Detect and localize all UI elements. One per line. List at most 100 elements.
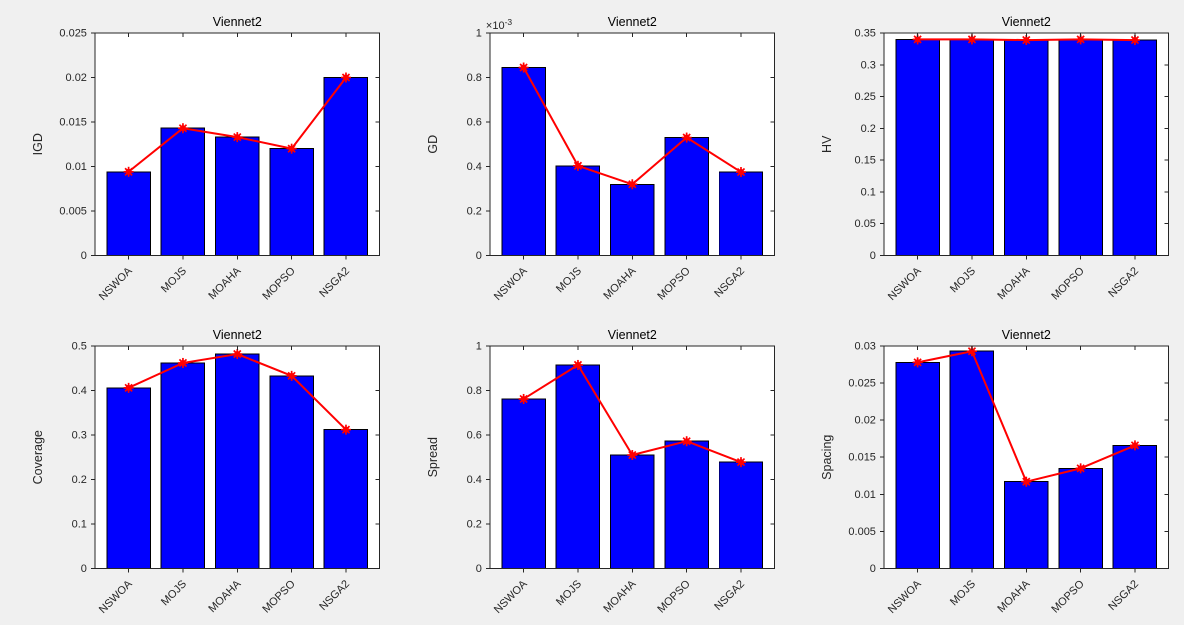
x-tick-label: MOAHA — [601, 577, 638, 615]
y-tick-label: 0 — [475, 562, 481, 574]
y-tick-label: 0 — [81, 250, 87, 262]
x-tick-label: MOPSO — [655, 577, 693, 615]
marker-nswoa — [518, 62, 529, 73]
bar-mopso — [269, 148, 314, 256]
marker-nsga2 — [340, 424, 351, 435]
x-tick-label: MOAHA — [601, 265, 638, 303]
marker-nsga2 — [340, 72, 351, 83]
y-tick-label: 0.025 — [849, 377, 876, 389]
bar-mojs — [950, 350, 995, 569]
bar-nsga2 — [1113, 39, 1158, 256]
marker-nswoa — [123, 166, 134, 177]
bar-mojs — [555, 165, 600, 256]
x-tick-label: MOAHA — [996, 577, 1033, 615]
y-axis-label: Coverage — [31, 430, 45, 484]
y-tick-label: 0.01 — [855, 488, 876, 500]
x-tick-label: NSWOA — [886, 265, 924, 303]
bar-mopso — [664, 440, 709, 569]
subplot-igd: 0 0.005 0.01 0.015 0.02 0.025 NSWOA MOJS MOAHA MO… — [0, 0, 395, 313]
chart-hv: 0 0.05 0.1 0.15 0.2 0.25 0.3 0.35 NSWOA MOJS MOAHA… — [820, 15, 1170, 303]
y-tick-label: 0.15 — [855, 155, 876, 167]
bar-nsga2 — [1113, 444, 1158, 569]
bar-nswoa — [501, 397, 546, 569]
y-tick-label: 0.6 — [466, 429, 481, 441]
y-tick-label: 0.015 — [849, 451, 876, 463]
x-tick-label: MOJS — [948, 265, 978, 295]
chart-igd: 0 0.005 0.01 0.015 0.02 0.025 NSWOA MOJS MOAHA MO… — [31, 15, 381, 303]
x-tick-label: MOAHA — [206, 265, 243, 303]
y-tick-label: 0.6 — [466, 116, 481, 128]
marker-mopso — [286, 370, 297, 381]
marker-mojs — [177, 123, 188, 134]
bar-moaha — [215, 353, 260, 569]
chart-title: Viennet2 — [213, 15, 262, 29]
marker-nswoa — [518, 393, 529, 404]
subplot-spacing: 0 0.005 0.01 0.015 0.02 0.025 0.03 NSWOA MOJS MOA… — [789, 313, 1184, 625]
x-tick-label: MOPSO — [655, 265, 693, 303]
bar-nswoa — [895, 361, 941, 569]
y-axis-label: GD — [426, 135, 440, 154]
axes-box — [489, 345, 775, 569]
marker-moaha — [626, 179, 637, 190]
marker-mopso — [681, 132, 692, 143]
y-tick-label: 0.01 — [66, 161, 87, 173]
x-tick-label: NSGA2 — [712, 578, 747, 613]
y-tick-label: 0.025 — [59, 28, 86, 40]
y-axis-label: IGD — [31, 133, 45, 155]
y-tick-label: 0.02 — [66, 72, 87, 84]
y-tick-label: 0 — [870, 250, 876, 262]
marker-mopso — [1075, 462, 1086, 473]
y-axis-label: HV — [820, 135, 834, 153]
y-tick-label: 0.4 — [466, 473, 481, 485]
y-tick-label: 0.35 — [855, 28, 876, 40]
chart-title: Viennet2 — [213, 328, 262, 342]
chart-gd: 0 0.2 0.4 0.6 0.8 1 NSWOA MOJS MOAHA MOPSO NSGA2 Vi… — [426, 15, 775, 303]
subplot-coverage: 0 0.1 0.2 0.3 0.4 0.5 NSWOA MOJS MOAHA MOPSO NSGA2… — [0, 313, 395, 625]
bar-moaha — [215, 136, 260, 256]
x-tick-label: NSGA2 — [1107, 578, 1142, 613]
marker-moaha — [1021, 476, 1032, 487]
y-tick-label: 0.2 — [72, 473, 87, 485]
y-tick-label: 0.2 — [861, 123, 876, 135]
marker-moaha — [232, 348, 243, 359]
bar-mopso — [664, 137, 709, 256]
bar-mopso — [269, 374, 314, 569]
bar-mojs — [555, 363, 600, 569]
bar-nsga2 — [323, 428, 369, 569]
x-tick-label: NSGA2 — [712, 265, 747, 300]
marker-nswoa — [123, 382, 134, 393]
y-tick-label: 0.1 — [72, 518, 87, 530]
bar-mojs — [160, 127, 206, 256]
y-tick-label: 0.2 — [466, 518, 481, 530]
y-axis-label: Spread — [426, 437, 440, 477]
y-tick-label: 0.015 — [59, 116, 86, 128]
y-tick-label: 0.1 — [861, 186, 876, 198]
x-tick-label: MOPSO — [1050, 577, 1088, 615]
chart-title: Viennet2 — [607, 328, 656, 342]
x-tick-label: MOJS — [554, 578, 584, 608]
bar-mojs — [160, 361, 206, 569]
y-tick-label: 0.005 — [849, 525, 876, 537]
marker-mopso — [681, 435, 692, 446]
y-tick-label: 0 — [475, 250, 481, 262]
x-tick-label: MOJS — [554, 265, 584, 295]
y-tick-label: 0.005 — [59, 205, 86, 217]
bar-mopso — [1058, 467, 1104, 569]
axes-box — [489, 32, 775, 256]
chart-spread: 0 0.2 0.4 0.6 0.8 1 NSWOA MOJS MOAHA MOPSO NSGA2 Vi… — [426, 328, 775, 615]
marker-mojs — [967, 34, 978, 45]
y-tick-label: 0.03 — [855, 340, 876, 352]
x-tick-label: NSWOA — [97, 577, 135, 615]
bar-moaha — [609, 183, 655, 256]
y-axis-label: Spacing — [820, 434, 834, 479]
axes-box — [883, 345, 1170, 569]
subplot-gd: 0 0.2 0.4 0.6 0.8 1 NSWOA MOJS MOAHA MOPSO NSGA2 Vi… — [395, 0, 790, 313]
axes-box — [94, 32, 381, 256]
x-tick-label: NSGA2 — [317, 265, 352, 300]
x-tick-label: NSGA2 — [317, 578, 352, 613]
axes-box — [883, 32, 1170, 256]
x-tick-label: NSWOA — [97, 265, 135, 303]
y-axis-exponent: ×10-3 — [486, 17, 512, 32]
x-tick-label: NSWOA — [492, 577, 530, 615]
bar-nswoa — [501, 67, 546, 256]
